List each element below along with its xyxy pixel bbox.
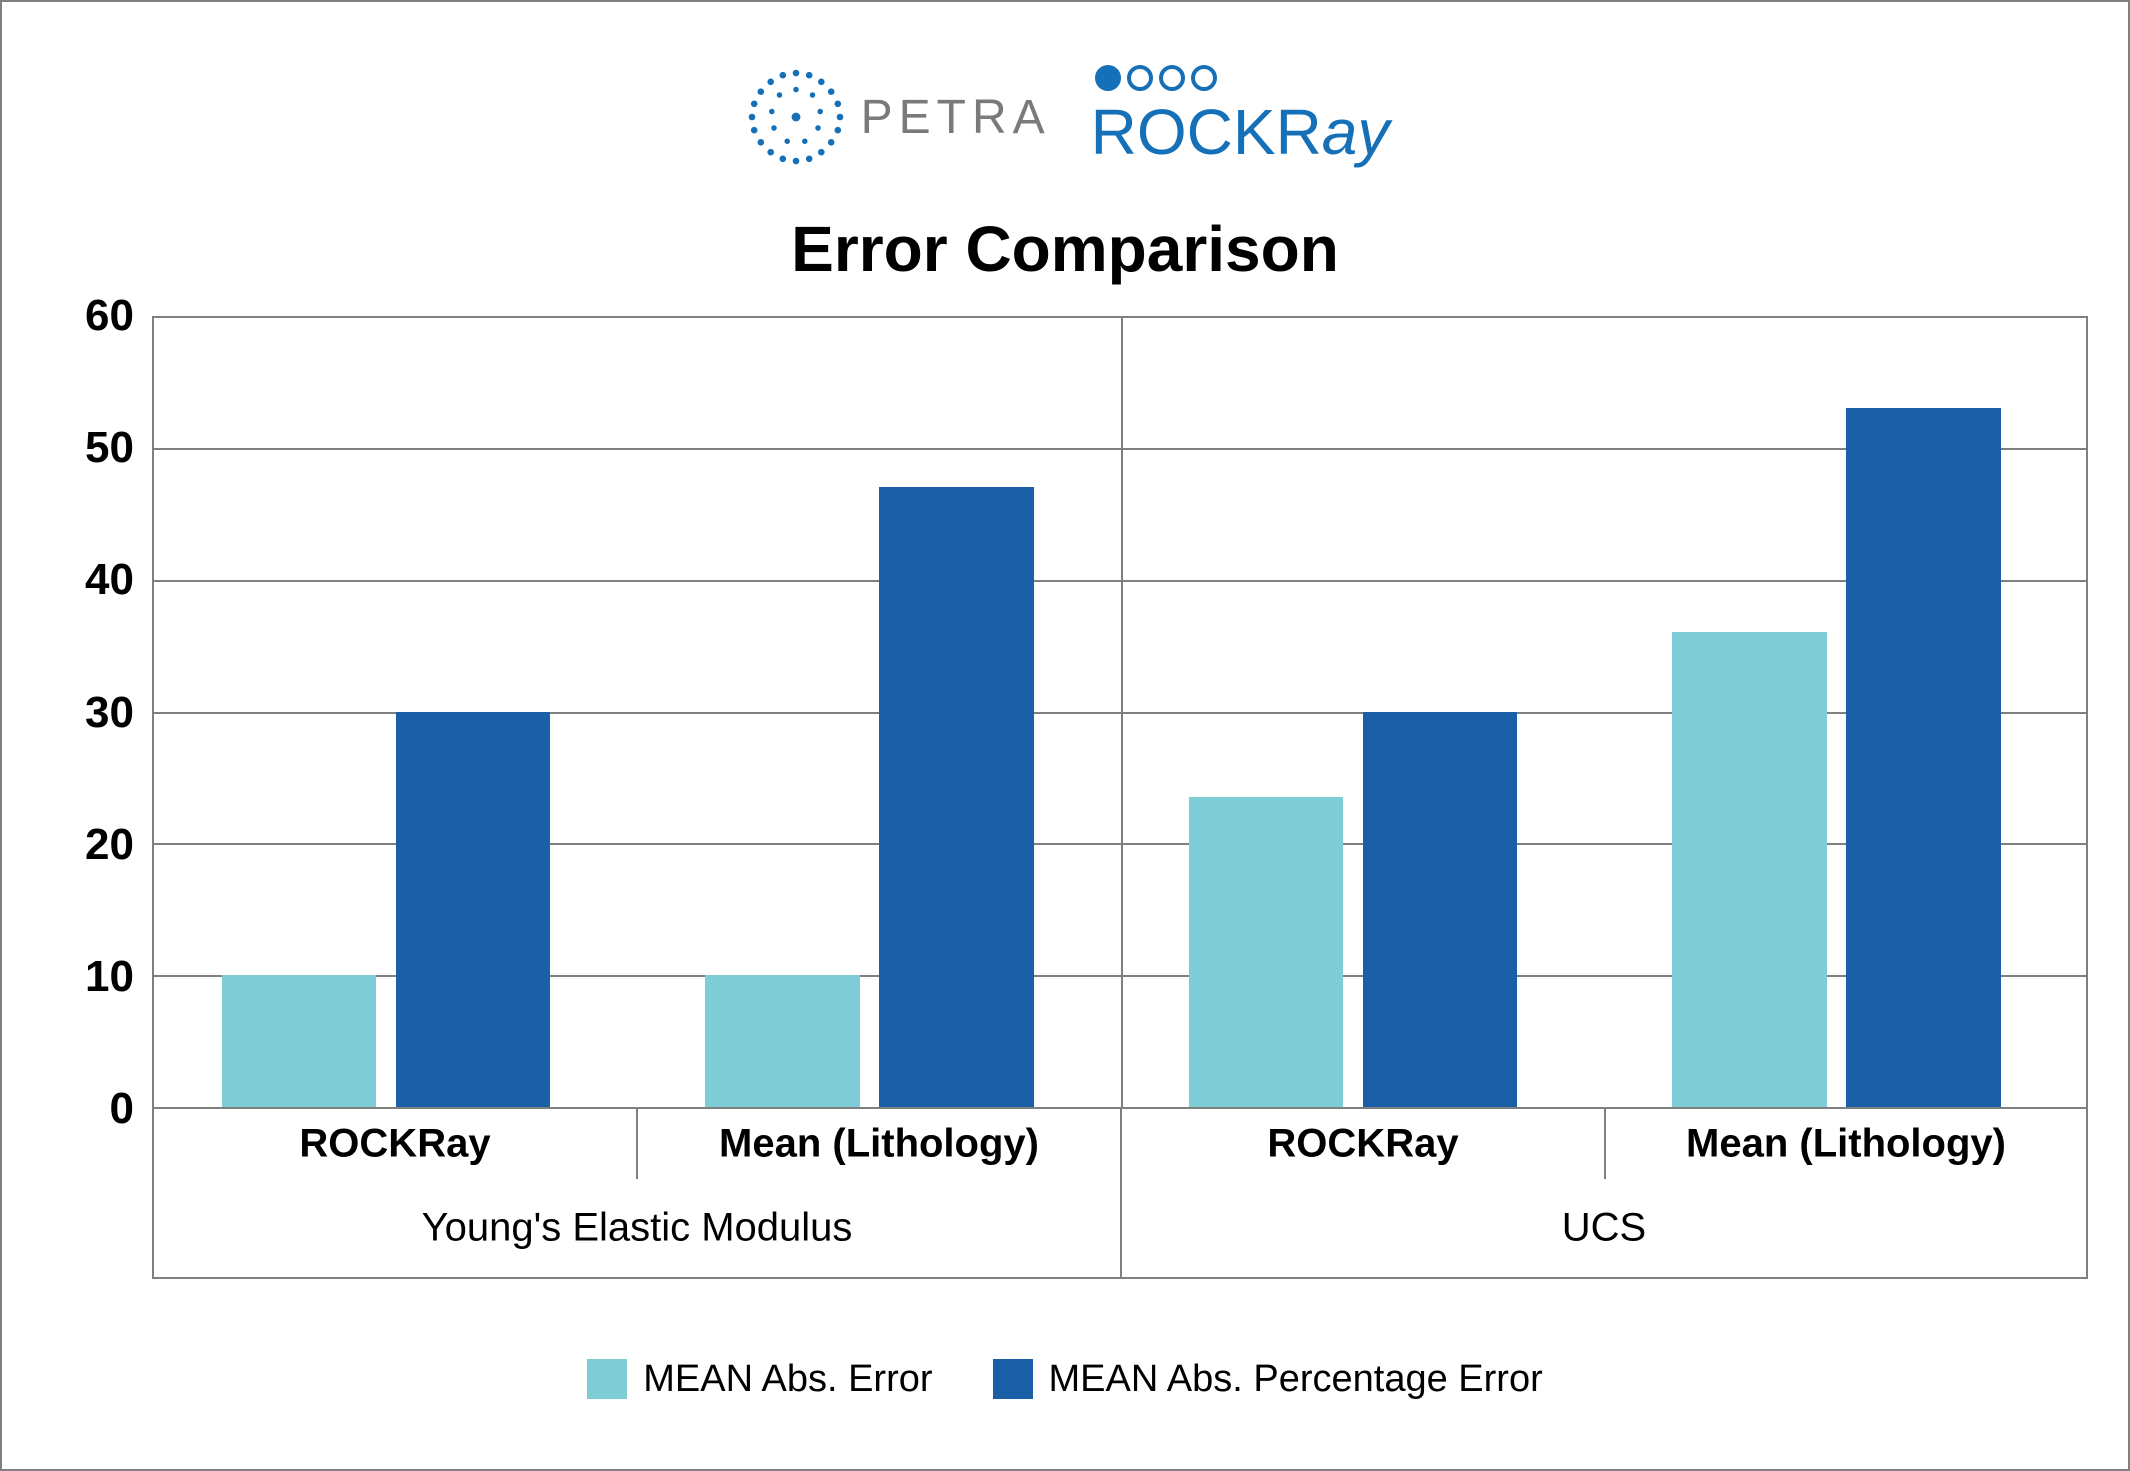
legend-item: MEAN Abs. Error (587, 1358, 932, 1401)
legend-swatch (993, 1359, 1033, 1399)
bar (1189, 797, 1344, 1107)
chart-area: 0102030405060 ROCKRayMean (Lithology)ROC… (42, 316, 2088, 1279)
x-subgroup-cell: Mean (Lithology) (1604, 1109, 2088, 1179)
y-tick-label: 10 (85, 952, 134, 1002)
bar (879, 487, 1034, 1107)
chart-title: Error Comparison (42, 212, 2088, 286)
y-tick-label: 40 (85, 555, 134, 605)
rockray-text: ROCKRay (1091, 95, 1390, 169)
x-group-cell: Young's Elastic Modulus (152, 1179, 1120, 1279)
x-subgroup-cell: ROCKRay (1120, 1109, 1604, 1179)
plot-region (152, 316, 2088, 1109)
legend: MEAN Abs. Error MEAN Abs. Percentage Erro… (42, 1319, 2088, 1439)
x-subgroup-label: Mean (Lithology) (719, 1122, 1039, 1167)
legend-label: MEAN Abs. Percentage Error (1049, 1358, 1543, 1401)
bar (396, 712, 551, 1108)
x-group-row: Young's Elastic Modulus UCS (152, 1179, 2088, 1279)
x-subgroup-cell: Mean (Lithology) (636, 1109, 1120, 1179)
x-subgroup-row: ROCKRay Mean (Lithology) ROCKRay Mean (Lith… (152, 1109, 2088, 1179)
x-group-label: Young's Elastic Modulus (422, 1206, 853, 1251)
petra-text: PETRA (861, 90, 1051, 145)
legend-swatch (587, 1359, 627, 1399)
petra-dots-icon (741, 62, 851, 172)
x-subgroup-label: ROCKRay (1267, 1122, 1458, 1167)
x-group-cell: UCS (1120, 1179, 2088, 1279)
bar (222, 975, 377, 1107)
bar (1672, 632, 1827, 1107)
y-axis: 0102030405060 (42, 316, 152, 1109)
legend-item: MEAN Abs. Percentage Error (993, 1358, 1543, 1401)
logo-row: PETRA ROCKRay (42, 32, 2088, 202)
x-subgroup-label: Mean (Lithology) (1686, 1122, 2006, 1167)
rockray-logo: ROCKRay (1091, 65, 1390, 169)
x-subgroup-cell: ROCKRay (152, 1109, 636, 1179)
y-tick-label: 50 (85, 423, 134, 473)
legend-label: MEAN Abs. Error (643, 1358, 932, 1401)
bar (1363, 712, 1518, 1108)
y-tick-label: 60 (85, 291, 134, 341)
rockray-dots-icon (1095, 65, 1217, 91)
bar (705, 975, 860, 1107)
x-group-label: UCS (1562, 1206, 1646, 1251)
chart-frame: PETRA ROCKRay Error Comparison 0 10 20 30 40… (0, 0, 2130, 1471)
plot-row: 0102030405060 (42, 316, 2088, 1109)
y-tick-label: 20 (85, 820, 134, 870)
y-tick-label: 0 (110, 1084, 134, 1134)
x-subgroup-label: ROCKRay (299, 1122, 490, 1167)
bar (1846, 408, 2001, 1107)
petra-logo: PETRA (741, 62, 1051, 172)
group-divider (1121, 316, 1123, 1107)
y-tick-label: 30 (85, 688, 134, 738)
